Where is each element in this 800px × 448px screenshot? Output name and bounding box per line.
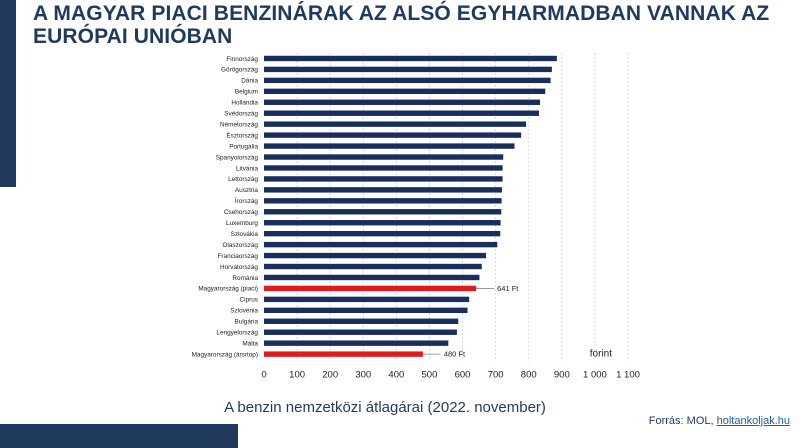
bar [264,187,502,193]
bar [264,165,503,171]
x-tick-label: 700 [488,370,504,381]
bar [264,66,552,73]
bar [264,296,470,303]
category-label: Románia [232,275,258,282]
category-label: Lettország [228,176,258,183]
category-label: Szlovénia [230,308,258,315]
source-note: Forrás: MOL, holtankoljak.hu [649,415,790,427]
category-label: Magyarország (ársrtop) [192,351,258,358]
bar [264,176,503,182]
bottom-accent-bar [0,424,238,448]
category-label: Dánia [241,78,258,85]
x-tick-label: 900 [554,370,570,381]
left-accent-bar [0,0,16,187]
bar [264,351,423,357]
x-unit-label: forint [590,349,612,360]
bar [264,77,551,84]
bar [264,230,501,237]
category-label: Bulgária [235,319,259,326]
x-tick-label: 600 [455,370,471,381]
category-label: Csehország [224,209,259,216]
bar [264,252,487,259]
bar [264,88,546,95]
bar [264,340,449,346]
category-label: Luxemburg [226,220,258,227]
category-label: Magyarország (piaci) [198,286,258,293]
x-tick-label: 1 100 [616,370,640,381]
bar [264,318,459,324]
chart-caption: A benzin nemzetközi átlagárai (2022. nov… [224,399,546,416]
x-tick-label: 200 [322,370,338,381]
bar [264,154,504,160]
category-label: Horvátország [220,264,258,271]
bar [264,241,498,248]
x-tick-label: 1 000 [583,370,607,381]
category-label: Svédország [224,111,258,118]
bar [264,285,477,292]
category-label: Lengyelország [216,330,258,337]
bar [264,143,515,149]
bar [264,220,501,226]
bar [264,121,527,127]
category-label: Finnország [226,56,258,63]
category-label: Észtország [226,130,258,139]
category-label: Spanyolország [216,154,259,161]
bar [264,307,468,314]
bar [264,209,502,215]
bar [264,329,457,335]
category-label: Franciaország [218,253,259,260]
bar [264,55,557,62]
x-tick-label: 0 [261,370,266,381]
x-tick-label: 500 [422,370,438,381]
bar [264,132,522,138]
annotation-label: 480 Ft [444,350,466,359]
bar [264,274,480,281]
category-label: Málta [242,340,258,347]
source-link[interactable]: holtankoljak.hu [716,415,790,427]
bar [264,198,502,204]
category-label: Portugália [229,143,258,150]
source-prefix: Forrás: MOL, [648,415,717,427]
category-label: Görögország [221,67,258,74]
category-label: Szlovákia [231,231,259,238]
category-label: Olaszország [222,242,258,249]
bar [264,263,482,270]
slide-title: A MAGYAR PIACI BENZINÁRAK AZ ALSÓ EGYHAR… [33,2,770,48]
category-label: Írország [235,196,259,205]
category-label: Németország [220,121,258,128]
bar [264,110,539,116]
x-tick-label: 800 [521,370,537,381]
category-label: Hollandia [231,100,258,107]
category-label: Belgium [235,89,258,96]
category-label: Ciprus [240,297,258,304]
category-label: Litvánia [236,165,258,172]
annotation-label: 641 Ft [497,284,519,293]
x-tick-label: 100 [289,370,305,381]
x-tick-label: 400 [388,370,404,381]
category-label: Ausztria [235,187,259,194]
x-tick-label: 300 [355,370,371,381]
bar [264,99,540,105]
